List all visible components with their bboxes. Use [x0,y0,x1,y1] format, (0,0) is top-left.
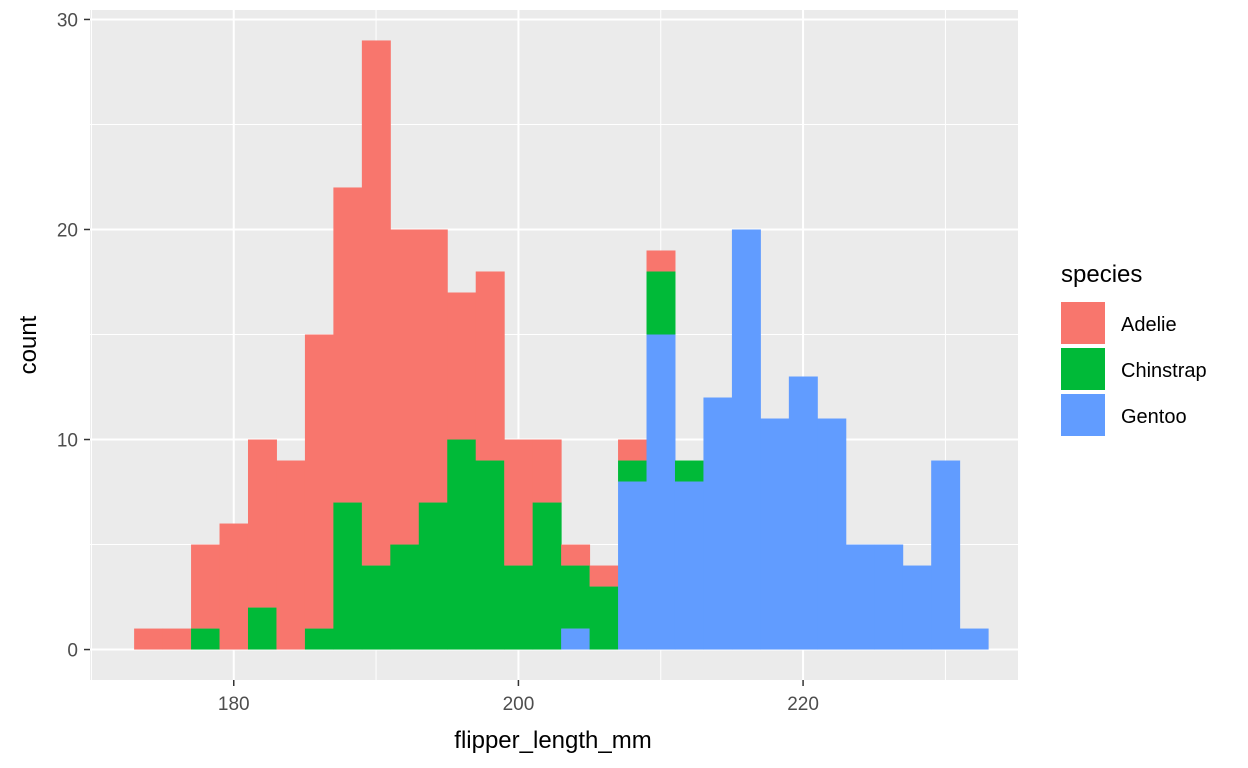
bar-adelie-182 [247,439,277,608]
bar-chinstrap-186 [304,628,334,650]
bar-adelie-200 [504,439,534,566]
bar-chinstrap-182 [247,607,277,650]
bar-gentoo-226 [874,544,904,650]
x-axis: 180 200 220 [218,680,819,715]
bar-chinstrap-192 [390,544,420,650]
histogram-bars [134,40,989,650]
x-axis-title: flipper_length_mm [454,727,651,754]
legend-key-adelie [1061,302,1105,344]
y-tick-label: 30 [57,10,78,31]
bar-adelie-202 [532,439,562,503]
y-tick-label: 10 [57,431,78,452]
bar-adelie-204 [561,544,591,566]
bar-adelie-186 [304,334,334,629]
bar-adelie-174 [134,628,164,650]
x-tick-label: 220 [787,694,819,715]
bar-adelie-208 [618,439,648,461]
bar-chinstrap-198 [475,460,505,650]
bar-adelie-190 [361,40,391,566]
bar-adelie-194 [418,229,448,503]
legend-label-chinstrap: Chinstrap [1121,360,1207,382]
bar-chinstrap-212 [674,460,704,482]
bar-adelie-198 [475,271,505,461]
bar-gentoo-218 [760,418,790,650]
bar-gentoo-208 [618,481,648,650]
bar-gentoo-224 [845,544,875,650]
bar-gentoo-228 [902,565,932,650]
bar-gentoo-210 [646,334,676,650]
legend-title: species [1061,261,1142,288]
bar-chinstrap-194 [418,502,448,650]
x-tick-label: 180 [218,694,250,715]
x-tick-label: 200 [503,694,535,715]
bar-gentoo-212 [674,481,704,650]
bar-gentoo-214 [703,397,733,650]
bar-chinstrap-190 [361,565,391,650]
bar-chinstrap-204 [561,565,591,629]
bar-adelie-196 [447,292,477,440]
bar-chinstrap-178 [191,628,221,650]
y-tick-label: 0 [67,641,78,662]
bar-chinstrap-188 [333,502,363,650]
legend: species Adelie Chinstrap Gentoo [1061,261,1207,436]
bar-adelie-176 [162,628,192,650]
bar-adelie-184 [276,460,306,650]
y-tick-label: 20 [57,220,78,241]
bar-gentoo-230 [931,460,961,650]
bar-adelie-210 [646,250,676,272]
bar-gentoo-232 [959,628,989,650]
legend-label-adelie: Adelie [1121,314,1177,336]
y-axis-title: count [15,315,42,374]
bar-adelie-188 [333,187,363,503]
bar-gentoo-220 [788,376,818,650]
bar-adelie-206 [589,565,619,587]
bar-gentoo-222 [817,418,847,650]
bar-chinstrap-196 [447,439,477,650]
bar-adelie-180 [219,523,249,650]
bar-gentoo-216 [731,229,761,650]
legend-key-chinstrap [1061,348,1105,390]
legend-label-gentoo: Gentoo [1121,406,1187,428]
bar-chinstrap-210 [646,271,676,335]
bar-gentoo-204 [561,628,591,650]
bar-chinstrap-202 [532,502,562,650]
legend-key-gentoo [1061,394,1105,436]
bar-chinstrap-208 [618,460,648,482]
y-axis: 0 10 20 30 [57,10,90,662]
bar-chinstrap-200 [504,565,534,650]
bar-adelie-192 [390,229,420,545]
bar-adelie-178 [191,544,221,629]
bar-chinstrap-206 [589,586,619,650]
